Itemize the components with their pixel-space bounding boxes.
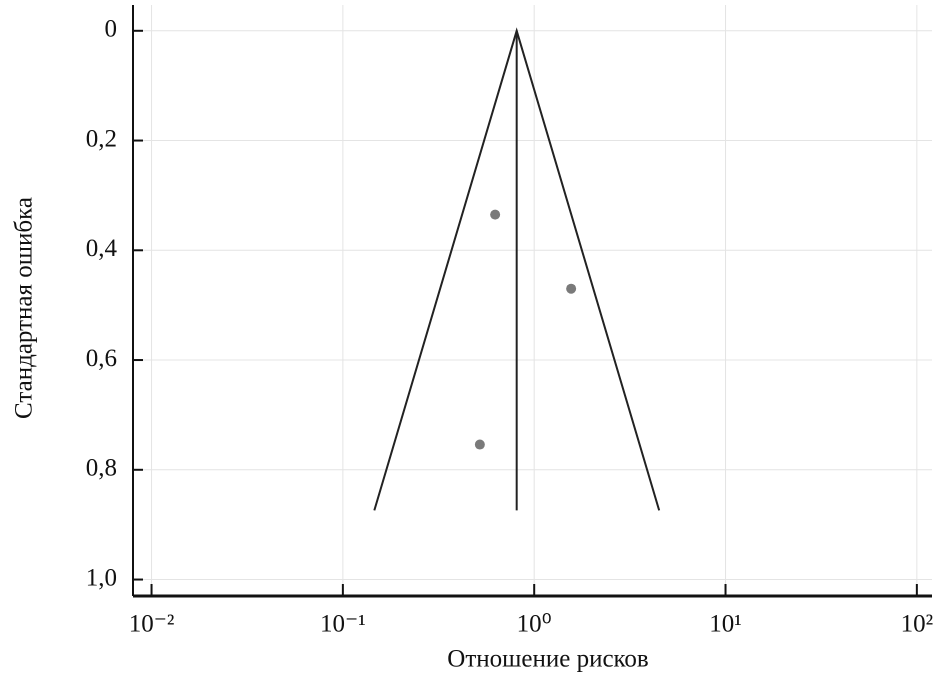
point [490, 209, 501, 220]
y-tick-label: 0 [105, 16, 118, 43]
x-tick-label: 10⁻¹ [320, 611, 366, 638]
y-axis-title: Стандартная ошибка [11, 197, 38, 419]
y-tick-label: 1,0 [86, 564, 117, 591]
point [474, 439, 485, 450]
x-tick-label: 10⁻² [129, 611, 175, 638]
x-axis-title: Отношение рисков [447, 646, 648, 673]
x-tick-label: 10² [901, 611, 934, 638]
y-tick-label: 0,2 [86, 125, 117, 152]
y-tick-label: 0,6 [86, 345, 117, 372]
x-tick-label: 10⁰ [517, 611, 552, 638]
y-tick-label: 0,8 [86, 455, 117, 482]
y-tick-label: 0,4 [86, 235, 118, 262]
point [566, 283, 577, 294]
x-tick-label: 10¹ [709, 611, 742, 638]
